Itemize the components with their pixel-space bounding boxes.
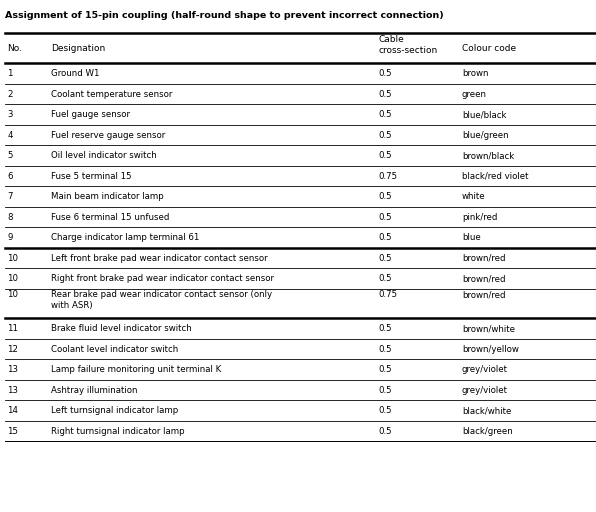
Text: Fuse 5 terminal 15: Fuse 5 terminal 15 [51,172,131,181]
Text: 6: 6 [7,172,13,181]
Text: brown/red: brown/red [462,253,505,263]
Text: Fuel reserve gauge sensor: Fuel reserve gauge sensor [51,131,165,140]
Text: 14: 14 [7,406,18,415]
Text: 0.5: 0.5 [378,253,392,263]
Text: black/red violet: black/red violet [462,172,529,181]
Text: Right turnsignal indicator lamp: Right turnsignal indicator lamp [51,426,184,436]
Text: 3: 3 [7,110,13,119]
Text: blue/green: blue/green [462,131,508,140]
Text: 0.5: 0.5 [378,406,392,415]
Text: 0.5: 0.5 [378,192,392,201]
Text: 0.5: 0.5 [378,69,392,78]
Text: 0.5: 0.5 [378,110,392,119]
Text: 10: 10 [7,290,18,300]
Text: 0.75: 0.75 [378,290,398,300]
Text: Rear brake pad wear indicator contact sensor (only
with ASR): Rear brake pad wear indicator contact se… [51,290,272,310]
Text: 0.75: 0.75 [378,172,398,181]
Text: Assignment of 15-pin coupling (half-round shape to prevent incorrect connection): Assignment of 15-pin coupling (half-roun… [5,11,443,20]
Text: Brake fluid level indicator switch: Brake fluid level indicator switch [51,324,191,333]
Text: Colour code: Colour code [462,44,516,53]
Text: brown/red: brown/red [462,274,505,283]
Text: 9: 9 [7,233,13,242]
Text: Oil level indicator switch: Oil level indicator switch [51,151,156,160]
Text: pink/red: pink/red [462,212,497,222]
Text: Ground W1: Ground W1 [51,69,99,78]
Text: Fuel gauge sensor: Fuel gauge sensor [51,110,130,119]
Text: black/green: black/green [462,426,513,436]
Text: 0.5: 0.5 [378,131,392,140]
Text: 0.5: 0.5 [378,345,392,354]
Text: 0.5: 0.5 [378,212,392,222]
Text: 2: 2 [7,90,13,99]
Text: 0.5: 0.5 [378,274,392,283]
Text: 0.5: 0.5 [378,426,392,436]
Text: 0.5: 0.5 [378,233,392,242]
Text: 7: 7 [7,192,13,201]
Text: grey/violet: grey/violet [462,365,508,374]
Text: Fuse 6 terminal 15 unfused: Fuse 6 terminal 15 unfused [51,212,169,222]
Text: Cable
cross-section: Cable cross-section [378,35,437,55]
Text: brown/black: brown/black [462,151,514,160]
Text: Lamp failure monitoring unit terminal K: Lamp failure monitoring unit terminal K [51,365,221,374]
Text: brown/yellow: brown/yellow [462,345,519,354]
Text: blue: blue [462,233,480,242]
Text: Charge indicator lamp terminal 61: Charge indicator lamp terminal 61 [51,233,199,242]
Text: 13: 13 [7,365,18,374]
Text: brown/white: brown/white [462,324,515,333]
Text: 12: 12 [7,345,18,354]
Text: 1: 1 [7,69,13,78]
Text: 11: 11 [7,324,18,333]
Text: 0.5: 0.5 [378,386,392,395]
Text: 15: 15 [7,426,18,436]
Text: 13: 13 [7,386,18,395]
Text: 0.5: 0.5 [378,90,392,99]
Text: Coolant temperature sensor: Coolant temperature sensor [51,90,172,99]
Text: 8: 8 [7,212,13,222]
Text: Right front brake pad wear indicator contact sensor: Right front brake pad wear indicator con… [51,274,274,283]
Text: Designation: Designation [51,44,105,53]
Text: 10: 10 [7,253,18,263]
Text: brown: brown [462,69,488,78]
Text: 4: 4 [7,131,13,140]
Text: green: green [462,90,487,99]
Text: 0.5: 0.5 [378,365,392,374]
Text: black/white: black/white [462,406,511,415]
Text: 0.5: 0.5 [378,324,392,333]
Text: brown/red: brown/red [462,290,505,300]
Text: Left front brake pad wear indicator contact sensor: Left front brake pad wear indicator cont… [51,253,267,263]
Text: 5: 5 [7,151,13,160]
Text: Ashtray illumination: Ashtray illumination [51,386,137,395]
Text: blue/black: blue/black [462,110,507,119]
Text: white: white [462,192,486,201]
Text: grey/violet: grey/violet [462,386,508,395]
Text: Left turnsignal indicator lamp: Left turnsignal indicator lamp [51,406,178,415]
Text: Coolant level indicator switch: Coolant level indicator switch [51,345,178,354]
Text: Main beam indicator lamp: Main beam indicator lamp [51,192,163,201]
Text: No.: No. [7,44,22,53]
Text: 10: 10 [7,274,18,283]
Text: 0.5: 0.5 [378,151,392,160]
